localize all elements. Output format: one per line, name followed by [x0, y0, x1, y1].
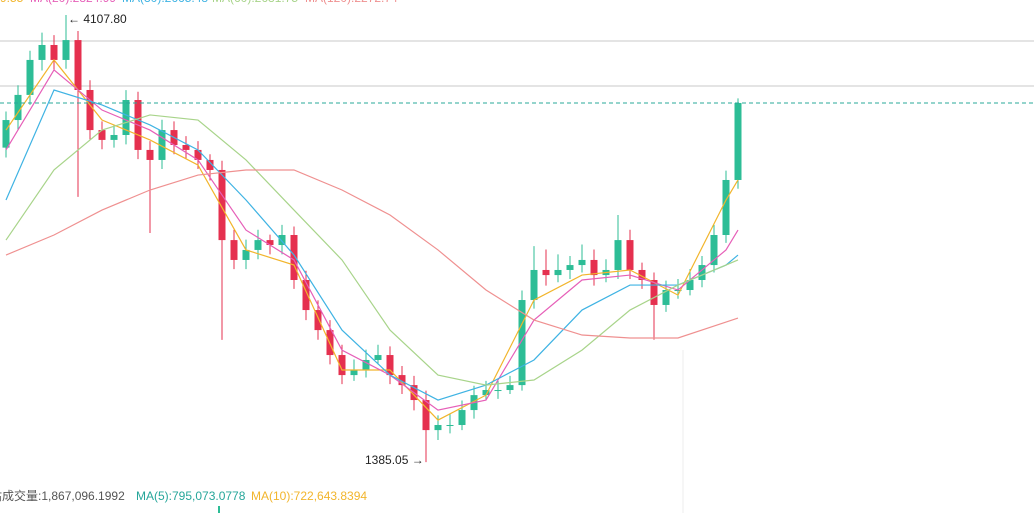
- candle-body: [662, 290, 670, 305]
- candle-body: [578, 259, 586, 266]
- candle-body: [98, 130, 106, 140]
- candle-body: [542, 269, 550, 276]
- candle-body: [122, 100, 130, 135]
- candle-body: [566, 265, 574, 270]
- candle-body: [482, 390, 490, 396]
- candle-body: [38, 44, 46, 60]
- candle-body: [650, 279, 658, 305]
- candle-body: [182, 145, 190, 150]
- ma-line: [5, 114, 739, 386]
- high-annotation: ← 4107.80: [68, 12, 127, 26]
- candle-body: [506, 385, 514, 391]
- candle-body: [302, 279, 310, 311]
- candle-body: [266, 240, 274, 246]
- candle-body: [458, 410, 466, 426]
- candle-body: [446, 425, 454, 427]
- candle-body: [626, 240, 634, 270]
- candle-body: [62, 40, 70, 60]
- volume-label: MA(10):722,643.8394: [251, 489, 367, 503]
- candle-body: [110, 134, 118, 140]
- candle-body: [26, 59, 34, 95]
- candle-body: [242, 249, 250, 260]
- candle-body: [230, 240, 238, 260]
- candle-body: [494, 390, 502, 392]
- candle-body: [2, 120, 10, 148]
- candle-body: [722, 179, 730, 235]
- ma-line: [5, 89, 739, 401]
- candle-body: [14, 94, 22, 121]
- ma-header-label: MA(20):2824.99: [30, 0, 116, 5]
- candle-body: [614, 240, 622, 270]
- candle-body: [422, 400, 430, 431]
- candle-body: [50, 44, 58, 60]
- candle-body: [278, 235, 286, 246]
- candle-body: [374, 355, 382, 360]
- candle-body: [386, 355, 394, 376]
- candle-body: [362, 359, 370, 370]
- candle-body: [338, 355, 346, 376]
- volume-label: MA(5):795,073.0778: [136, 489, 246, 503]
- candle-body: [530, 269, 538, 301]
- volume-label: 估成交量:1,867,096.1992: [0, 488, 125, 503]
- candle-body: [254, 240, 262, 250]
- candle-body: [194, 149, 202, 160]
- ma-header-label: MA(30):2665.48: [122, 0, 208, 5]
- candle-body: [74, 40, 82, 90]
- ma-header-label: MA(120):2272.74: [305, 0, 398, 5]
- candle-body: [314, 310, 322, 331]
- candle-body: [734, 102, 742, 180]
- candle-body: [554, 269, 562, 276]
- candle-body: [290, 235, 298, 280]
- candle-body: [398, 375, 406, 386]
- candle-body: [518, 300, 526, 386]
- candle-body: [698, 265, 706, 280]
- low-annotation: 1385.05 →: [365, 453, 424, 467]
- candle-body: [638, 269, 646, 280]
- candle-body: [206, 159, 214, 170]
- candle-body: [218, 169, 226, 241]
- candle-body: [158, 130, 166, 160]
- candle-body: [590, 259, 598, 276]
- ma-header-label: 9.55: [0, 0, 24, 5]
- ma-line: [5, 58, 739, 421]
- candle-body: [686, 279, 694, 291]
- ma-line: [5, 169, 739, 339]
- candle-body: [710, 235, 718, 266]
- candle-body: [86, 89, 94, 131]
- candle-body: [350, 369, 358, 376]
- candle-body: [434, 425, 442, 431]
- ma-header-label: MA(60):2631.75: [212, 0, 298, 5]
- candle-body: [146, 149, 154, 160]
